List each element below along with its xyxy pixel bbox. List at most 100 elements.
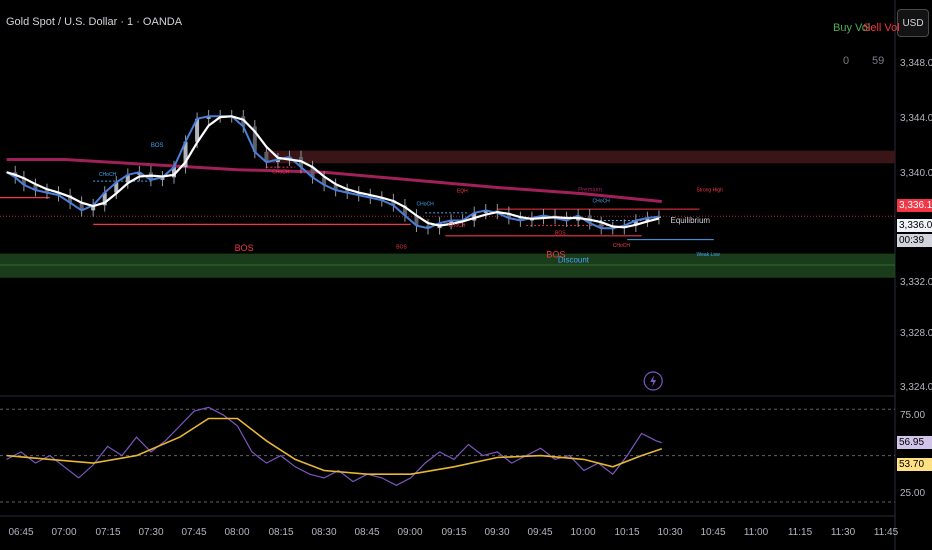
candle-body xyxy=(206,116,211,119)
candle-body xyxy=(472,212,477,221)
bar-countdown: 00:39 xyxy=(897,234,932,247)
time-tick: 10:15 xyxy=(614,527,640,538)
time-tick: 08:45 xyxy=(354,527,380,538)
candle-body xyxy=(310,167,315,178)
time-tick: 07:30 xyxy=(138,527,164,538)
candle-body xyxy=(195,118,200,142)
candle-body xyxy=(171,167,176,178)
discount-label: Discount xyxy=(558,256,590,265)
candle-body xyxy=(426,225,431,229)
rsi-line xyxy=(6,406,662,486)
lightning-icon xyxy=(650,375,657,387)
candle-body xyxy=(44,190,49,193)
candle-body xyxy=(91,205,96,211)
candle-body xyxy=(518,218,523,221)
candle-body xyxy=(56,192,61,196)
candle-body xyxy=(599,223,604,229)
premium-label: Premium xyxy=(578,187,602,193)
time-tick: 07:45 xyxy=(181,527,207,538)
time-tick: 11:00 xyxy=(743,527,769,538)
currency-button[interactable]: USD xyxy=(897,9,929,37)
candle-body xyxy=(137,172,142,175)
slow-ma-line xyxy=(6,115,660,229)
rsi-tick: 25.00 xyxy=(900,488,926,499)
candle-body xyxy=(345,190,350,193)
price-tick: 3,348.000 xyxy=(900,58,932,69)
choch-label: CHoCH xyxy=(613,243,631,249)
candle-body xyxy=(79,202,84,211)
candle-body xyxy=(68,195,73,203)
time-tick: 11:15 xyxy=(787,527,813,538)
candle-body xyxy=(414,215,419,226)
candle-body xyxy=(391,200,396,206)
candle-body xyxy=(402,205,407,216)
price-tick: 3,324.000 xyxy=(900,382,932,393)
candle-body xyxy=(564,218,569,221)
time-tick: 08:30 xyxy=(311,527,337,538)
time-tick: 08:00 xyxy=(224,527,250,538)
candle-body xyxy=(114,182,119,193)
time-tick: 06:45 xyxy=(8,527,34,538)
discount-zone xyxy=(0,253,895,278)
candle-body xyxy=(506,212,511,218)
candle-body xyxy=(449,220,454,224)
rsi-value-tag: 56.95 xyxy=(897,436,932,449)
time-tick: 07:00 xyxy=(51,527,77,538)
equilibrium-label: Equilibrium xyxy=(671,216,711,225)
price-tick: 3,332.000 xyxy=(900,277,932,288)
candle-body xyxy=(183,141,188,168)
choch-label: CHoCH xyxy=(272,170,290,176)
candle-body xyxy=(241,116,246,127)
candle-body xyxy=(275,159,280,163)
current-price-tag: 3,336.140 xyxy=(897,199,932,212)
bos-label: BOS xyxy=(555,231,566,237)
eqh-label: EQH xyxy=(457,189,468,195)
candle-body xyxy=(21,177,26,185)
candle-body xyxy=(483,210,488,213)
buy-vol-label: Buy Vol xyxy=(833,22,871,34)
candle-body xyxy=(264,151,269,163)
price-tick: 3,340.000 xyxy=(900,168,932,179)
candle-body xyxy=(633,220,638,226)
bos-label: BOS xyxy=(151,143,164,149)
time-tick: 11:30 xyxy=(830,527,856,538)
choch-label: CHoCH xyxy=(448,223,466,229)
time-tick: 11:45 xyxy=(873,527,899,538)
time-tick: 09:15 xyxy=(441,527,467,538)
candle-body xyxy=(333,184,338,191)
time-tick: 08:15 xyxy=(268,527,294,538)
bos-label: BOS xyxy=(396,245,407,251)
buy-vol-value: 0 xyxy=(843,55,850,67)
time-tick: 10:45 xyxy=(700,527,726,538)
time-tick: 09:30 xyxy=(484,527,510,538)
bos-label: BOS xyxy=(546,249,565,259)
candle-body xyxy=(645,218,650,221)
choch-label: CHoCH xyxy=(416,201,434,207)
price-tick: 3,344.000 xyxy=(900,113,932,124)
time-tick: 09:00 xyxy=(397,527,423,538)
time-tick: 10:30 xyxy=(657,527,683,538)
symbol-title: Gold Spot / U.S. Dollar · 1 · OANDA xyxy=(6,16,183,28)
candle-body xyxy=(356,192,361,196)
sell-vol-value: 59 xyxy=(872,55,885,67)
candle-body xyxy=(541,215,546,218)
time-tick: 10:00 xyxy=(570,527,596,538)
candle-body xyxy=(252,126,257,152)
choch-label: CHoCH xyxy=(593,199,611,205)
choch-label: CHoCH xyxy=(99,172,117,178)
candle-body xyxy=(33,184,38,191)
candle-body xyxy=(322,177,327,185)
candle-body xyxy=(368,195,373,198)
candle-body xyxy=(102,192,107,206)
rsi-tick: 75.00 xyxy=(900,410,926,421)
premium-zone xyxy=(266,150,895,164)
rsi-ma-line xyxy=(6,417,663,476)
rsi-ma-value-tag: 53.70 xyxy=(897,458,932,471)
time-tick: 07:15 xyxy=(95,527,121,538)
time-tick: 09:45 xyxy=(527,527,553,538)
candle-body xyxy=(379,197,384,201)
lightning-icon xyxy=(643,371,663,391)
bos-label: BOS xyxy=(235,243,254,253)
candle-body xyxy=(125,174,130,183)
